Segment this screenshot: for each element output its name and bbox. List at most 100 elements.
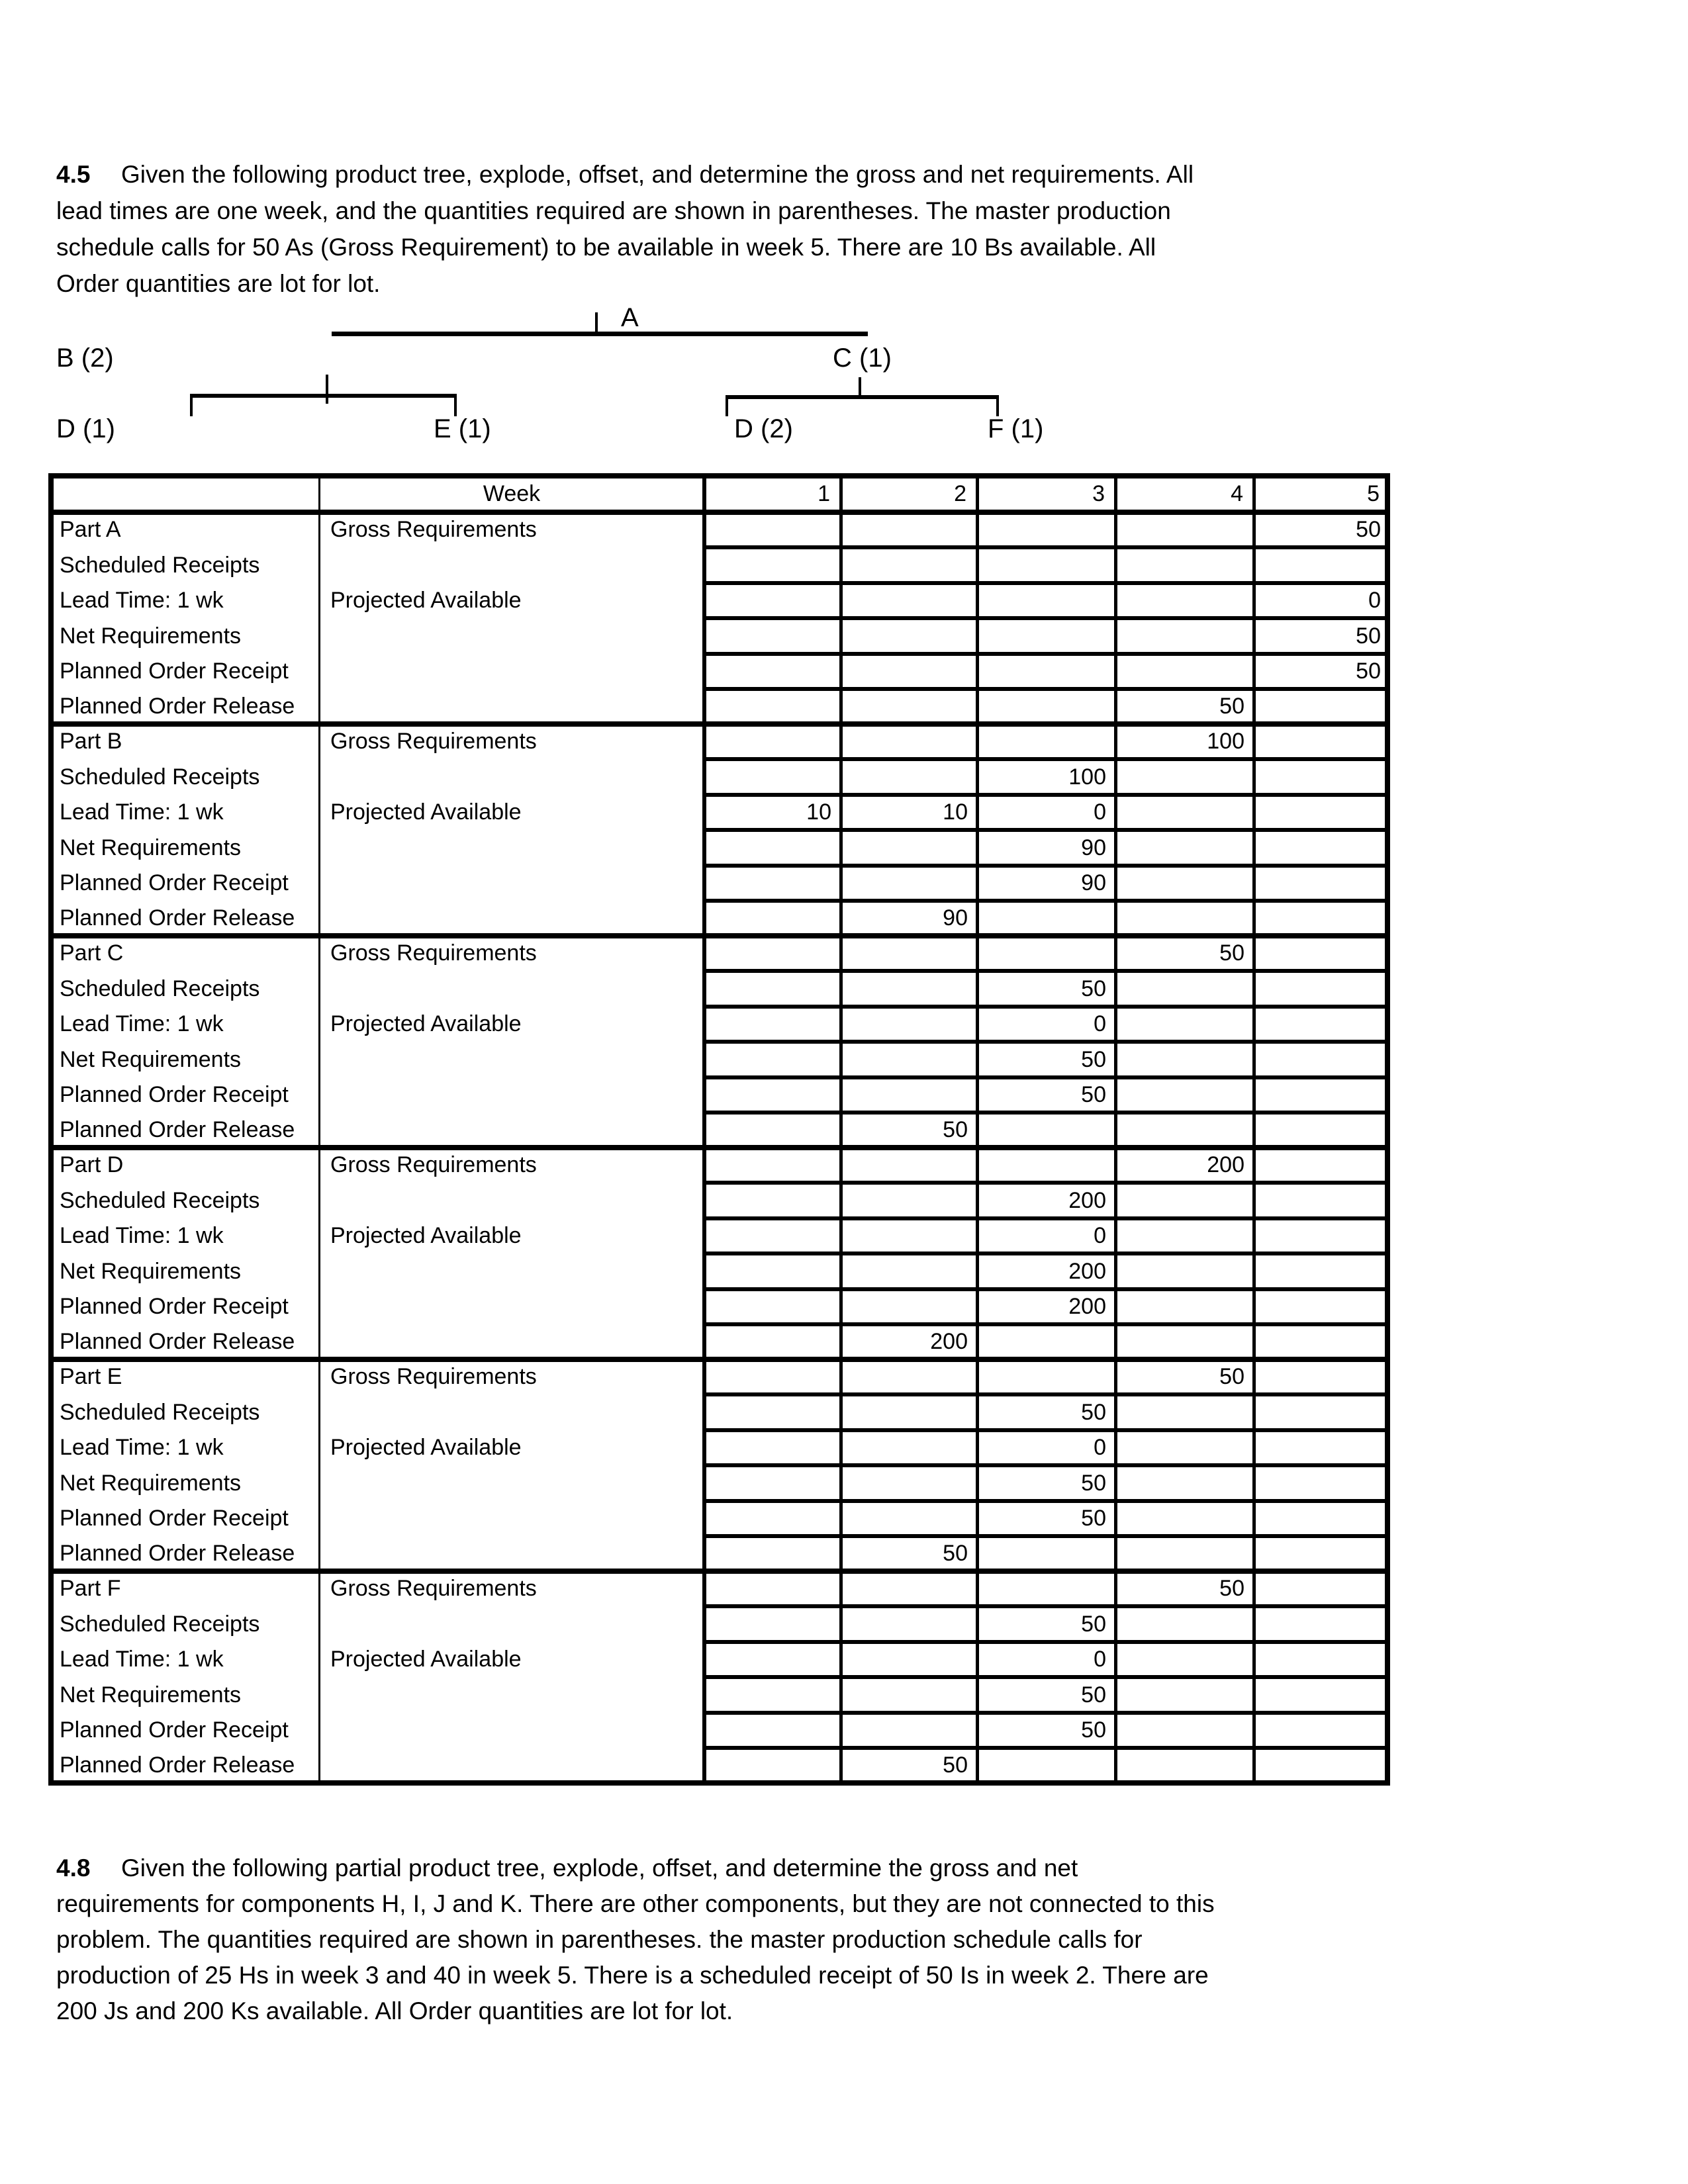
table-row-line	[704, 1040, 1390, 1044]
table-row-line	[704, 1251, 1390, 1255]
table-row-line	[704, 1463, 1390, 1467]
value-cell: 50	[1081, 1717, 1106, 1743]
table-border-right	[1385, 473, 1390, 1786]
gross-requirements-label: Gross Requirements	[330, 940, 537, 966]
tree-node-d1: D (1)	[56, 414, 115, 443]
table-row-line	[704, 1216, 1390, 1220]
table-row-line	[704, 581, 1390, 585]
row-label: Net Requirements	[60, 1471, 242, 1496]
row-label: Net Requirements	[60, 835, 242, 860]
value-cell: 50	[1081, 1506, 1106, 1531]
value-cell: 200	[1207, 1152, 1244, 1177]
table-row-line	[704, 1640, 1390, 1644]
table-row-line	[704, 1711, 1390, 1715]
table-section-separator	[48, 1357, 1390, 1362]
week-number-header: 1	[818, 481, 830, 506]
projected-available-label: Projected Available	[330, 1223, 522, 1248]
table-section-separator	[48, 1569, 1390, 1574]
gross-requirements-label: Gross Requirements	[330, 1364, 537, 1389]
value-cell: 10	[943, 799, 968, 825]
table-row-line	[704, 1287, 1390, 1291]
table-row-line	[704, 1675, 1390, 1679]
paragraph-text: Given the following partial product tree…	[121, 1854, 1078, 1882]
projected-available-label: Projected Available	[330, 588, 522, 613]
table-row-line	[704, 1005, 1390, 1009]
part-label: Part B	[60, 729, 122, 754]
gross-requirements-label: Gross Requirements	[330, 729, 537, 754]
row-label: Scheduled Receipts	[60, 1188, 260, 1213]
table-column-line	[1252, 473, 1256, 1786]
value-cell: 50	[1219, 694, 1244, 719]
table-row-line	[704, 1428, 1390, 1432]
projected-available-label: Projected Available	[330, 1435, 522, 1460]
value-cell: 50	[1219, 1364, 1244, 1389]
row-label: Net Requirements	[60, 623, 242, 649]
value-cell: 0	[1094, 1223, 1106, 1248]
tree-bar-b-children	[190, 394, 457, 398]
value-cell: 90	[1081, 870, 1106, 895]
table-row-line	[704, 1534, 1390, 1538]
problem-number: 4.8	[56, 1854, 91, 1882]
table-column-line	[839, 473, 843, 1786]
row-label: Planned Order Release	[60, 1752, 295, 1778]
value-cell: 50	[1081, 976, 1106, 1001]
value-cell: 50	[1356, 517, 1381, 542]
row-label: Planned Order Receipt	[60, 1717, 289, 1743]
tree-node-e: E (1)	[434, 414, 491, 443]
product-tree: A B (2) C (1) D (1) E (1) D (2) F (1)	[0, 0, 1688, 463]
row-label: Net Requirements	[60, 1682, 242, 1707]
tree-connector-a	[595, 312, 598, 333]
value-cell: 50	[1356, 659, 1381, 684]
row-label: Planned Order Receipt	[60, 1506, 289, 1531]
paragraph-line: 200 Js and 200 Ks available. All Order q…	[56, 1997, 733, 2025]
table-row-line	[704, 1604, 1390, 1608]
tree-node-a: A	[621, 303, 639, 332]
value-cell: 0	[1094, 799, 1106, 825]
tree-node-b: B (2)	[56, 343, 114, 373]
row-label: Net Requirements	[60, 1047, 242, 1072]
row-label: Scheduled Receipts	[60, 1612, 260, 1637]
table-header-separator	[48, 510, 1390, 515]
gross-requirements-label: Gross Requirements	[330, 1152, 537, 1177]
tree-leg-f	[996, 395, 999, 416]
table-row-line	[704, 969, 1390, 973]
row-label: Lead Time: 1 wk	[60, 799, 224, 825]
table-row-line	[704, 1746, 1390, 1750]
value-cell: 50	[1081, 1047, 1106, 1072]
week-number-header: 4	[1231, 481, 1243, 506]
value-cell: 100	[1207, 729, 1244, 754]
paragraph-line: production of 25 Hs in week 3 and 40 in …	[56, 1962, 1209, 1989]
table-border-bottom	[48, 1780, 1390, 1786]
value-cell: 0	[1094, 1647, 1106, 1672]
row-label: Lead Time: 1 wk	[60, 1647, 224, 1672]
table-row-line	[704, 1322, 1390, 1326]
week-header-label: Week	[483, 481, 541, 506]
row-label: Planned Order Receipt	[60, 659, 289, 684]
tree-bar-c-children	[726, 395, 999, 399]
part-label: Part A	[60, 517, 121, 542]
row-label: Planned Order Receipt	[60, 1294, 289, 1319]
value-cell: 50	[943, 1541, 968, 1566]
part-label: Part C	[60, 940, 124, 966]
tree-connector-b-children	[326, 375, 328, 404]
paragraph-line: 4.5 Given the following product tree, exp…	[56, 156, 1374, 193]
row-label: Scheduled Receipts	[60, 1400, 260, 1425]
table-section-separator	[48, 721, 1390, 727]
table-column-line	[702, 473, 706, 1786]
tree-node-c: C (1)	[833, 343, 892, 373]
table-row-line	[704, 545, 1390, 549]
value-cell: 0	[1368, 588, 1381, 613]
table-row-line	[704, 652, 1390, 656]
table-section-separator	[48, 1145, 1390, 1150]
week-number-header: 2	[954, 481, 966, 506]
value-cell: 50	[1081, 1400, 1106, 1425]
row-label: Lead Time: 1 wk	[60, 1223, 224, 1248]
row-label: Lead Time: 1 wk	[60, 588, 224, 613]
row-label: Planned Order Receipt	[60, 1082, 289, 1107]
tree-connector-c-children	[859, 377, 861, 398]
table-row-line	[704, 1392, 1390, 1396]
value-cell: 50	[1081, 1612, 1106, 1637]
tree-leg-e	[454, 394, 457, 416]
value-cell: 50	[1081, 1682, 1106, 1707]
